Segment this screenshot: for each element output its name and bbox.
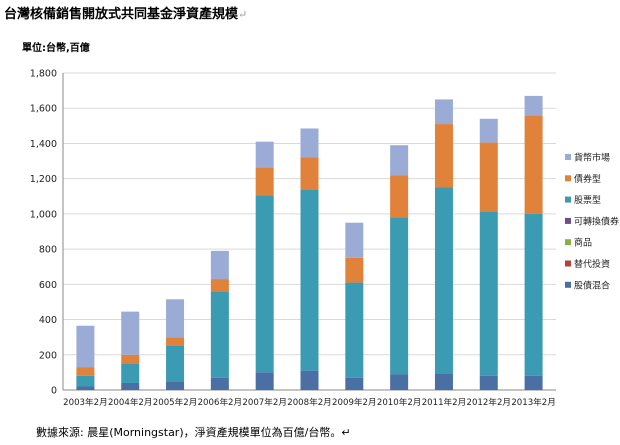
paragraph-mark: ↵ — [238, 8, 248, 21]
legend-swatch — [565, 239, 571, 246]
legend-swatch — [565, 260, 571, 267]
y-tick-label: 400 — [39, 315, 57, 326]
source-note: 數據來源: 晨星(Morningstar)，淨資產規模單位為百億/台幣。↵ — [36, 426, 351, 439]
bar-segment — [390, 374, 409, 390]
legend-label: 可轉換債券 — [574, 215, 619, 227]
bar-segment — [479, 211, 498, 376]
x-tick-label: 2008年2月 — [287, 396, 332, 408]
y-tick-label: 0 — [51, 386, 57, 397]
y-tick-label: 1,400 — [30, 139, 57, 150]
bar-segment — [121, 354, 140, 364]
y-tick-label: 200 — [39, 350, 57, 361]
legend-label: 股票型 — [574, 195, 601, 206]
x-tick-label: 2012年2月 — [467, 396, 512, 408]
y-tick-label: 1,800 — [30, 69, 57, 80]
bar-segment — [390, 145, 409, 176]
x-tick-label: 2006年2月 — [198, 396, 243, 408]
bar-segment — [255, 141, 274, 168]
legend-swatch — [565, 175, 571, 182]
bar-segment — [524, 115, 543, 214]
bar-segment — [210, 250, 229, 280]
bar-segment — [300, 157, 319, 190]
title-text: 台灣核備銷售開放式共同基金淨資產規模 — [4, 7, 239, 22]
y-tick-label: 1,000 — [30, 209, 57, 220]
legend-label: 商品 — [574, 237, 592, 249]
bar-segment — [345, 282, 364, 378]
bar-segment — [255, 195, 274, 373]
bar-segment — [76, 375, 95, 387]
bar-segment — [166, 381, 185, 390]
y-tick-label: 800 — [39, 245, 57, 256]
bar-segment — [524, 375, 543, 390]
bar-segment — [121, 382, 140, 390]
legend-label: 貨幣市場 — [574, 152, 610, 164]
bar-segment — [434, 187, 453, 374]
x-tick-label: 2013年2月 — [511, 396, 556, 408]
page-title: 台灣核備銷售開放式共同基金淨資產規模↵ — [4, 3, 247, 22]
bar-segment — [210, 377, 229, 390]
legend-swatch — [565, 217, 571, 224]
x-tick-label: 2011年2月 — [422, 396, 467, 408]
bar-segment — [345, 222, 364, 258]
y-tick-label: 1,200 — [30, 174, 57, 185]
bar-segment — [479, 118, 498, 143]
bar-segment — [210, 279, 229, 292]
unit-label: 單位:台幣,百億 — [22, 43, 90, 54]
bar-segment — [255, 372, 274, 390]
legend-swatch — [565, 196, 571, 203]
bar-segment — [300, 370, 319, 390]
legend-label: 替代投資 — [574, 258, 610, 270]
x-tick-label: 2007年2月 — [242, 396, 287, 408]
bar-segment — [479, 375, 498, 390]
bar-segment — [166, 345, 185, 382]
x-tick-label: 2005年2月 — [153, 396, 198, 408]
bar-segment — [524, 95, 543, 116]
x-tick-label: 2009年2月 — [332, 396, 377, 408]
bar-segment — [390, 217, 409, 375]
bar-segment — [345, 257, 364, 283]
bar-segment — [300, 128, 319, 158]
bar-segment — [166, 337, 185, 346]
legend-swatch — [565, 281, 571, 288]
bar-segment — [121, 311, 140, 355]
bar-segment — [76, 325, 95, 368]
y-tick-label: 1,600 — [30, 104, 57, 115]
bar-segment — [434, 99, 453, 125]
legend-label: 股債混合 — [574, 279, 610, 291]
x-tick-label: 2010年2月 — [377, 396, 422, 408]
bar-segment — [300, 189, 319, 371]
y-tick-label: 600 — [39, 280, 57, 291]
bar-segment — [76, 367, 95, 376]
bar-segment — [76, 386, 95, 390]
bar-segment — [210, 291, 229, 378]
bar-segment — [390, 175, 409, 218]
legend-label: 債券型 — [574, 173, 601, 185]
bar-segment — [434, 124, 453, 188]
bar-segment — [345, 377, 364, 390]
x-tick-label: 2004年2月 — [108, 396, 153, 408]
x-tick-label: 2003年2月 — [63, 396, 108, 408]
legend-swatch — [565, 154, 571, 160]
bar-segment — [434, 373, 453, 390]
bar-segment — [479, 142, 498, 212]
bar-segment — [524, 213, 543, 376]
bar-segment — [255, 167, 274, 196]
bar-segment — [166, 299, 185, 338]
bar-segment — [121, 363, 140, 383]
